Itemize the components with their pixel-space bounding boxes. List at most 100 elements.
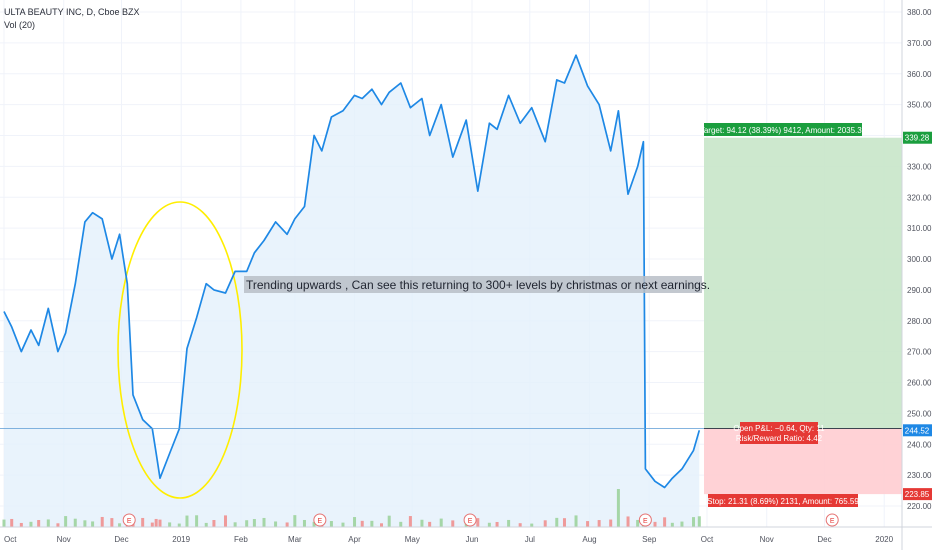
volume-bar xyxy=(100,516,104,527)
y-tick-label: 280.00 xyxy=(907,317,932,326)
volume-bar xyxy=(530,523,534,527)
volume-bar xyxy=(56,523,60,527)
earnings-marker[interactable]: E xyxy=(122,513,136,527)
x-tick-label: Oct xyxy=(701,535,714,544)
volume-bar xyxy=(141,517,145,527)
y-tick-label: 360.00 xyxy=(907,70,932,79)
volume-bar xyxy=(495,521,499,527)
volume-bar xyxy=(158,519,162,527)
volume-bar xyxy=(212,520,216,527)
volume-bar xyxy=(680,521,684,527)
earnings-marker-label: E xyxy=(318,518,323,525)
volume-bar xyxy=(2,519,6,527)
current-price-badge: 244.52 xyxy=(905,426,930,435)
volume-bar xyxy=(353,517,357,527)
x-tick-label: Nov xyxy=(57,535,71,544)
volume-bar xyxy=(195,515,199,527)
legend: ULTA BEAUTY INC, D, Cboe BZX Vol (20) xyxy=(4,6,140,32)
volume-bar xyxy=(185,515,189,527)
symbol-title[interactable]: ULTA BEAUTY INC, D, Cboe BZX xyxy=(4,7,140,17)
volume-bar xyxy=(29,521,33,527)
volume-bar xyxy=(64,516,68,527)
earnings-marker[interactable]: E xyxy=(638,513,652,527)
y-tick-label: 370.00 xyxy=(907,39,932,48)
volume-bar xyxy=(293,515,297,527)
volume-bar xyxy=(274,521,278,527)
y-tick-label: 320.00 xyxy=(907,193,932,202)
volume-bar xyxy=(439,518,443,527)
volume-bar xyxy=(597,520,601,527)
volume-bar xyxy=(507,519,511,527)
volume-bar xyxy=(285,522,289,527)
volume-bar xyxy=(302,519,306,527)
y-tick-label: 240.00 xyxy=(907,440,932,449)
volume-bar xyxy=(609,519,613,527)
volume-bar xyxy=(73,518,77,527)
volume-bar xyxy=(91,521,95,527)
earnings-marker-label: E xyxy=(643,518,648,525)
price-line xyxy=(3,54,701,489)
earnings-marker[interactable]: E xyxy=(825,513,839,527)
volume-indicator-label[interactable]: Vol (20) xyxy=(4,20,36,30)
volume-bar xyxy=(663,517,667,527)
y-tick-label: 270.00 xyxy=(907,348,932,357)
y-tick-label: 220.00 xyxy=(907,502,932,511)
x-tick-label: Feb xyxy=(234,535,248,544)
volume-bar xyxy=(245,520,249,527)
annotation-box[interactable] xyxy=(244,276,702,293)
volume-bar xyxy=(574,515,578,527)
volume-bar xyxy=(168,522,172,527)
volume-bar xyxy=(19,522,23,527)
volume-bar xyxy=(154,518,158,527)
volume-bar xyxy=(626,516,630,527)
volume-bar xyxy=(692,517,696,527)
volume-bar xyxy=(10,518,14,527)
highlight-circle xyxy=(117,201,243,499)
volume-bar xyxy=(636,519,640,527)
volume-bar xyxy=(312,521,316,527)
y-tick-label: 350.00 xyxy=(907,101,932,110)
x-tick-label: Oct xyxy=(4,535,17,544)
target-label-box[interactable] xyxy=(704,123,862,136)
volume-bar xyxy=(46,519,50,527)
y-tick-label: 310.00 xyxy=(907,224,932,233)
volume-bar xyxy=(37,520,41,527)
y-tick-label: 260.00 xyxy=(907,379,932,388)
volume-bar xyxy=(341,522,345,527)
earnings-marker[interactable]: E xyxy=(463,513,477,527)
volume-bar xyxy=(329,521,333,527)
y-tick-label: 330.00 xyxy=(907,162,932,171)
volume-bar xyxy=(420,519,424,527)
volume-bar xyxy=(83,520,87,527)
pnl-label-box[interactable] xyxy=(740,422,818,444)
volume-bar xyxy=(370,520,374,527)
annotation-text: Trending upwards , Can see this returnin… xyxy=(246,278,710,292)
earnings-marker-label: E xyxy=(468,518,473,525)
x-tick-label: Jul xyxy=(525,535,535,544)
volume-bar xyxy=(360,520,364,527)
volume-bar xyxy=(697,516,701,527)
volume-bar xyxy=(476,518,480,527)
x-tick-label: May xyxy=(405,535,420,544)
earnings-marker[interactable]: E xyxy=(313,513,327,527)
earnings-marker-label: E xyxy=(830,518,835,525)
volume-bar xyxy=(451,520,455,527)
volume-bar xyxy=(118,523,122,527)
target-zone[interactable] xyxy=(704,137,902,429)
volume-bar xyxy=(586,521,590,527)
x-tick-label: 2019 xyxy=(172,535,190,544)
stop-price-badge-bg xyxy=(903,488,932,501)
y-tick-label: 290.00 xyxy=(907,286,932,295)
volume-bar xyxy=(262,517,266,527)
volume-bar xyxy=(252,519,256,527)
target-label: Target: 94.12 (38.39%) 9412, Amount: 203… xyxy=(700,126,867,135)
x-tick-label: Aug xyxy=(582,535,596,544)
stop-label-box[interactable] xyxy=(708,494,858,507)
volume-bar xyxy=(543,520,547,527)
target-price-badge-bg xyxy=(903,131,932,144)
volume-bar xyxy=(380,523,384,527)
y-tick-label: 230.00 xyxy=(907,471,932,480)
volume-bar xyxy=(670,522,674,527)
